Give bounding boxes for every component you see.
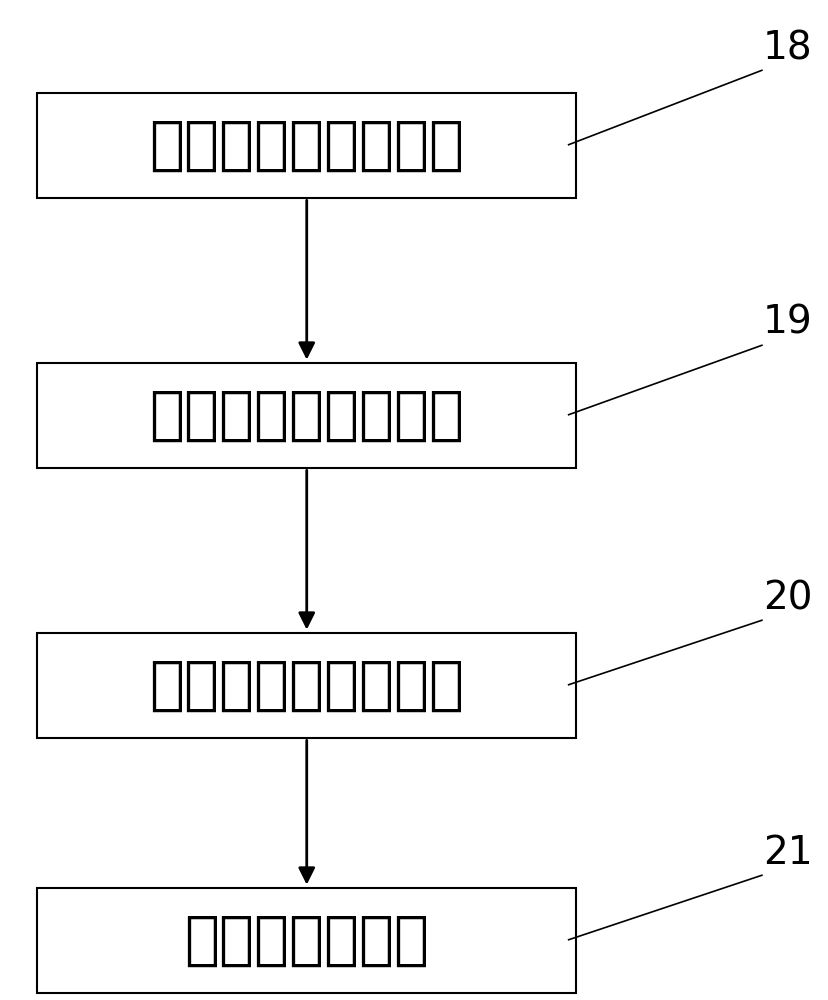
Text: 18: 18 — [762, 29, 811, 67]
Text: 19: 19 — [762, 304, 811, 342]
Text: 超声影像工作站: 超声影像工作站 — [184, 912, 429, 968]
Text: 20: 20 — [762, 579, 811, 617]
Text: 数据测量和呈现模块: 数据测量和呈现模块 — [149, 656, 464, 714]
Bar — [37, 888, 575, 992]
Text: 数据识别和质控模块: 数据识别和质控模块 — [149, 386, 464, 444]
Bar — [37, 362, 575, 468]
Bar — [37, 633, 575, 738]
Text: 数据采集和上传模块: 数据采集和上传模块 — [149, 116, 464, 174]
Text: 21: 21 — [762, 834, 811, 872]
Bar — [37, 93, 575, 198]
